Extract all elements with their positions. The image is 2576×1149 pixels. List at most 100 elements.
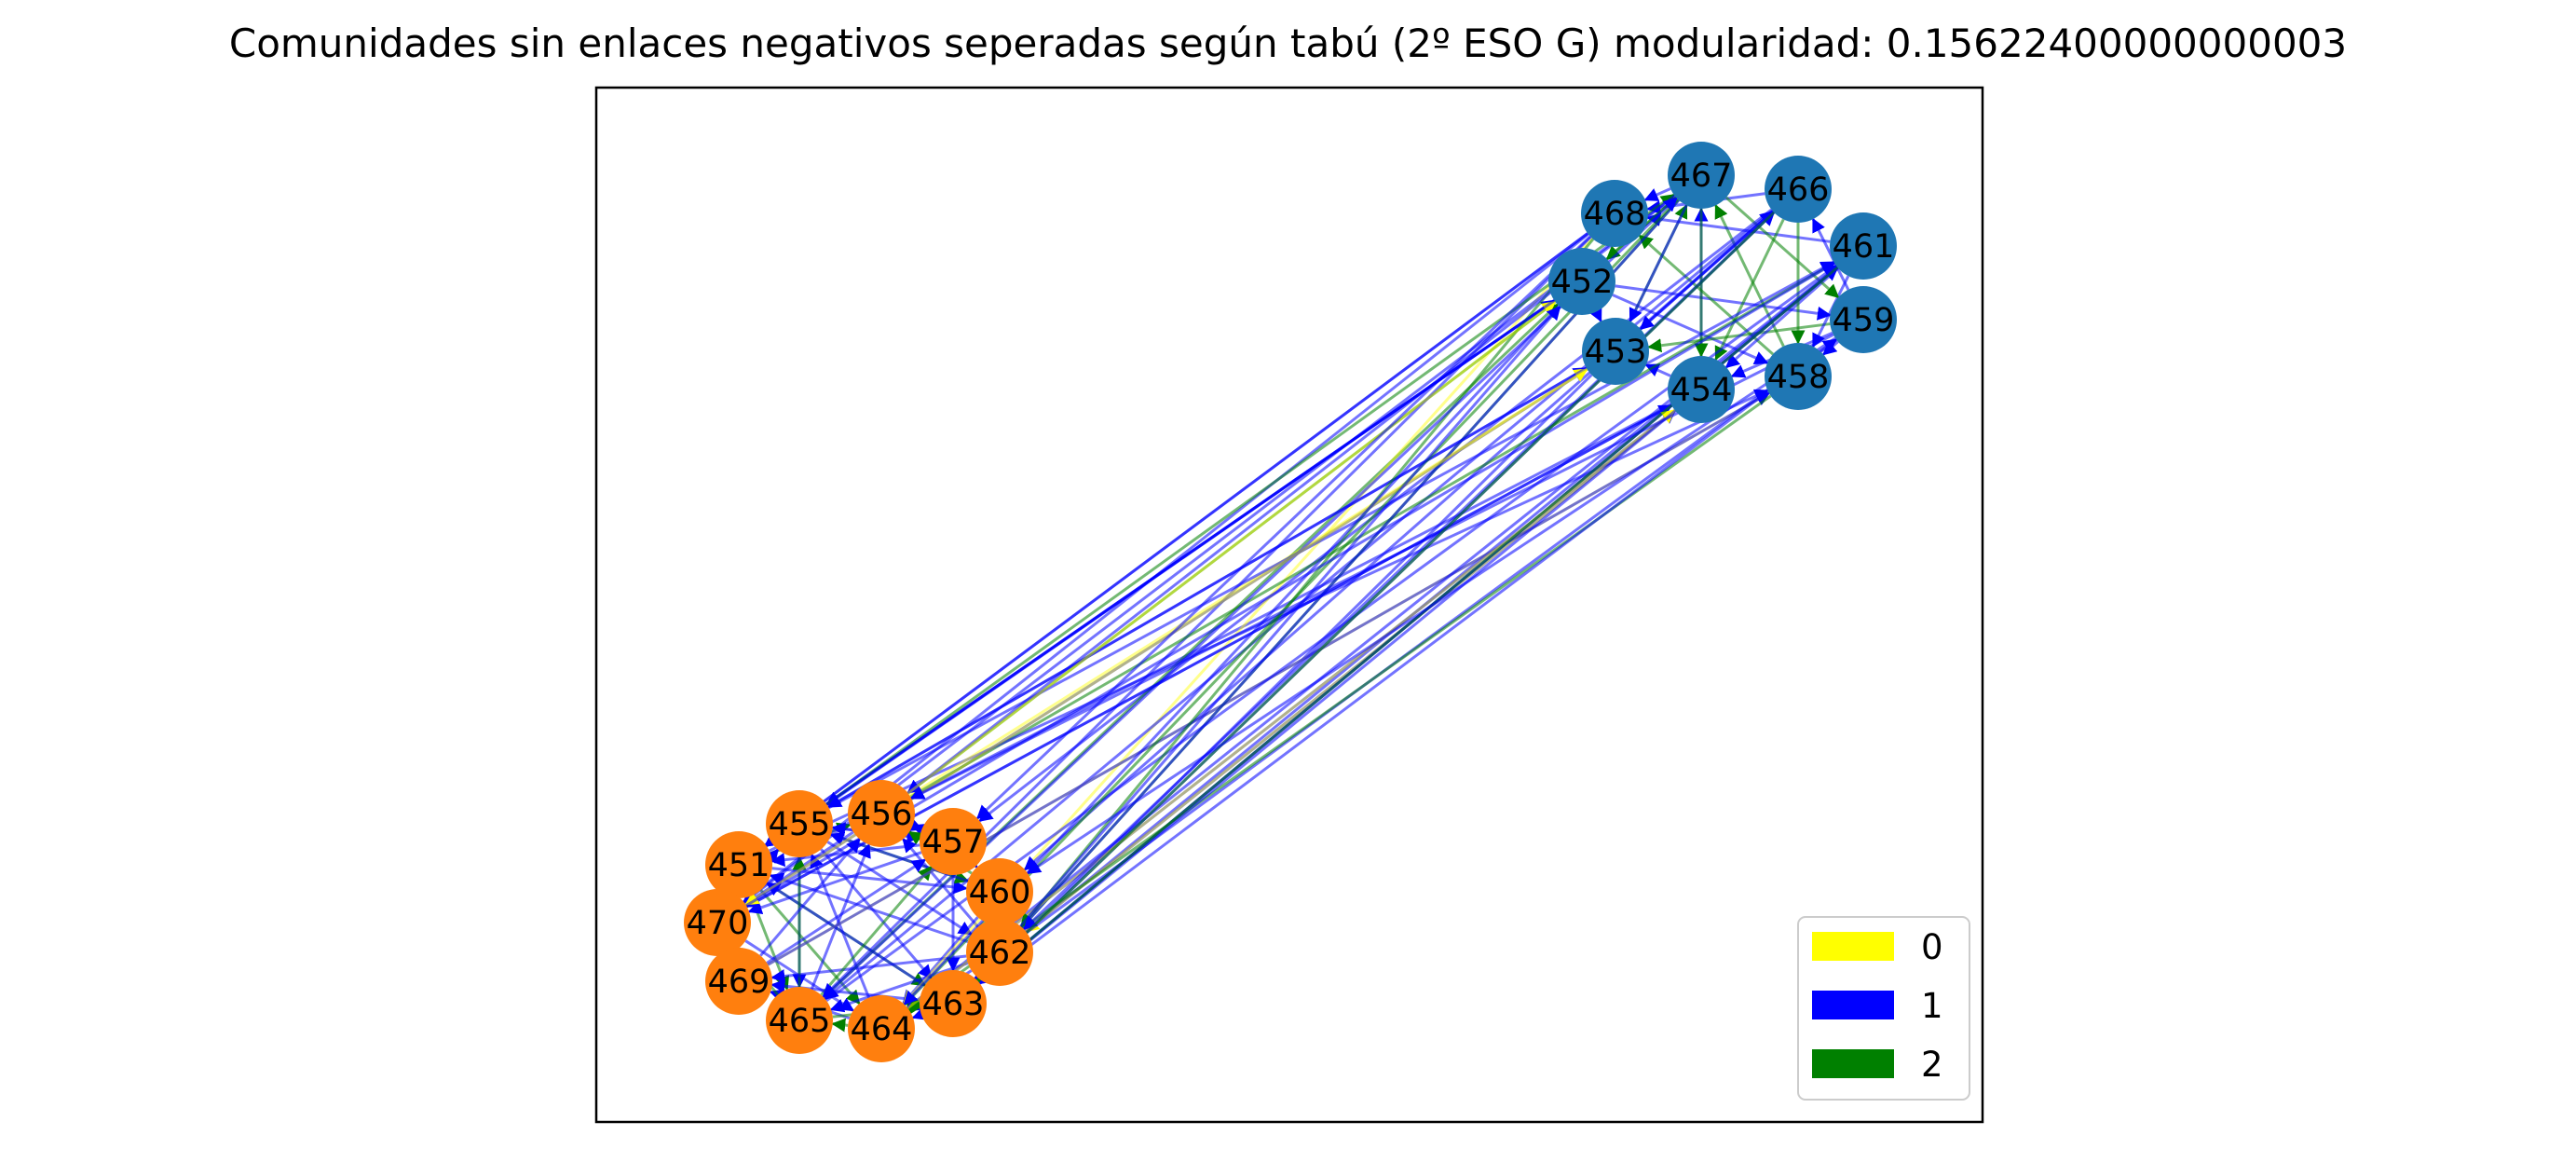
- legend-label-0: 0: [1921, 927, 1943, 967]
- node-circle: [1668, 356, 1735, 423]
- edge-463-451: [765, 882, 926, 987]
- node-circle: [705, 831, 772, 898]
- edge-463-452: [974, 306, 1561, 979]
- node-circle: [766, 987, 833, 1054]
- figure-title: Comunidades sin enlaces negativos sepera…: [228, 21, 2348, 66]
- edge-462-456: [902, 838, 979, 928]
- edge-456-461: [909, 261, 1836, 799]
- node-460: 460: [966, 858, 1033, 925]
- node-label: 461: [1833, 228, 1895, 266]
- node-circle: [1765, 156, 1832, 223]
- node-circle: [848, 995, 915, 1062]
- node-label: 460: [969, 874, 1031, 911]
- legend-label-1: 1: [1921, 986, 1943, 1026]
- legend-swatch-2: [1812, 1049, 1894, 1078]
- edge-467-468: [1643, 187, 1671, 201]
- node-464: 464: [848, 995, 915, 1062]
- edge-464-465: [831, 1018, 849, 1033]
- node-circle: [766, 790, 833, 857]
- node-label: 465: [769, 1003, 831, 1040]
- edge-470-461: [745, 262, 1836, 907]
- legend-label-2: 2: [1921, 1045, 1943, 1085]
- node-463: 463: [920, 970, 987, 1037]
- legend-swatch-0: [1812, 932, 1894, 961]
- edge-454-462: [1024, 409, 1676, 933]
- node-456: 456: [848, 780, 915, 847]
- node-459: 459: [1830, 286, 1897, 353]
- edge-468-462: [1019, 238, 1595, 928]
- node-458: 458: [1765, 343, 1832, 410]
- node-454: 454: [1668, 356, 1735, 423]
- edge-455-461: [827, 260, 1835, 810]
- edge-455-467: [825, 193, 1675, 806]
- node-467: 467: [1668, 142, 1735, 209]
- node-label: 457: [922, 824, 985, 861]
- edge-456-453: [908, 367, 1588, 798]
- node-circle: [920, 970, 987, 1037]
- node-label: 467: [1670, 157, 1733, 195]
- edge-459-460: [1026, 336, 1836, 875]
- node-label: 456: [851, 796, 913, 833]
- edge-456-452: [906, 300, 1557, 795]
- edge-459-463: [978, 338, 1838, 985]
- node-label: 451: [708, 847, 770, 884]
- edge-453-463: [975, 374, 1593, 981]
- node-label: 454: [1670, 372, 1733, 409]
- edge-452-453: [1588, 307, 1602, 322]
- node-451: 451: [705, 831, 772, 898]
- edge-468-457: [976, 235, 1591, 820]
- legend: 0 1 2: [1797, 916, 1970, 1101]
- edge-457-470: [747, 851, 922, 914]
- node-circle: [684, 889, 751, 956]
- node-circle: [966, 858, 1033, 925]
- edge-456-452: [906, 300, 1557, 795]
- edge-461-458: [1811, 275, 1850, 349]
- edge-452-459: [1615, 284, 1832, 321]
- edge-462-454: [1025, 409, 1677, 933]
- node-label: 455: [769, 806, 831, 843]
- edge-467-456: [906, 194, 1676, 795]
- node-453: 453: [1582, 318, 1649, 385]
- node-465: 465: [766, 987, 833, 1054]
- node-label: 470: [687, 905, 749, 942]
- edge-469-457: [766, 858, 927, 964]
- node-circle: [1830, 286, 1897, 353]
- edge-469-456: [759, 838, 861, 957]
- node-455: 455: [766, 790, 833, 857]
- node-457: 457: [920, 808, 987, 875]
- node-452: 452: [1548, 248, 1615, 315]
- legend-swatch-1: [1812, 991, 1894, 1019]
- node-circle: [966, 919, 1033, 986]
- edge-467-470: [743, 194, 1676, 904]
- edge-451-458: [769, 389, 1769, 853]
- node-circle: [1581, 180, 1648, 247]
- node-label: 468: [1584, 196, 1646, 233]
- edge-464-455: [810, 854, 871, 999]
- edge-468-451: [764, 232, 1589, 846]
- node-label: 452: [1551, 264, 1614, 301]
- edge-457-460: [962, 853, 978, 869]
- edge-457-456: [911, 823, 927, 837]
- node-circle: [1830, 212, 1897, 280]
- node-470: 470: [684, 889, 751, 956]
- node-label: 459: [1833, 302, 1895, 339]
- node-469: 469: [705, 948, 772, 1015]
- node-label: 464: [851, 1011, 913, 1048]
- node-circle: [920, 808, 987, 875]
- edge-466-460: [1023, 210, 1774, 871]
- node-circle: [1668, 142, 1735, 209]
- node-462: 462: [966, 919, 1033, 986]
- node-466: 466: [1765, 156, 1832, 223]
- edge-455-463: [820, 848, 933, 979]
- node-circle: [1548, 248, 1615, 315]
- edge-466-454: [1714, 218, 1785, 361]
- edge-452-451: [765, 299, 1556, 847]
- node-circle: [848, 780, 915, 847]
- node-label: 453: [1585, 334, 1647, 371]
- edge-462-469: [770, 954, 967, 984]
- node-label: 469: [708, 964, 770, 1001]
- node-circle: [705, 948, 772, 1015]
- edge-459-466: [1811, 217, 1850, 291]
